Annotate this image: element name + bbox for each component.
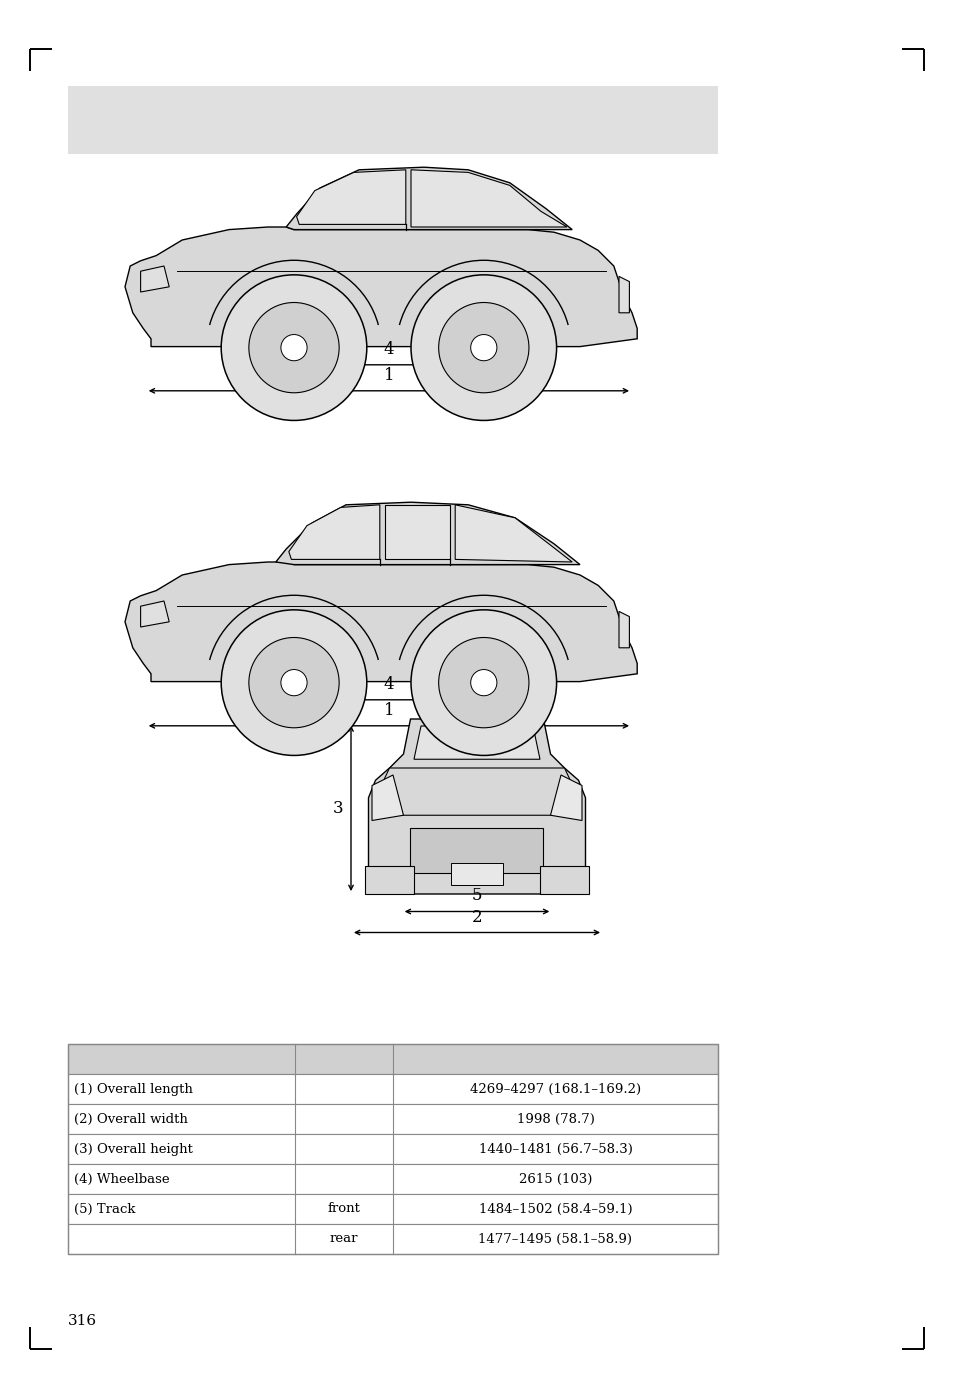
Text: (1) Overall length: (1) Overall length [74,1083,193,1095]
Polygon shape [275,502,579,565]
Polygon shape [286,168,572,229]
Circle shape [249,302,338,393]
Circle shape [280,670,307,695]
Text: 4: 4 [383,341,394,358]
Polygon shape [368,719,585,894]
Polygon shape [550,775,581,820]
Text: 2: 2 [471,908,482,926]
Text: 1440–1481 (56.7–58.3): 1440–1481 (56.7–58.3) [478,1143,632,1156]
Text: (4) Wheelbase: (4) Wheelbase [74,1172,170,1185]
Bar [68,1044,718,1074]
Polygon shape [372,775,403,820]
Bar [68,1104,718,1135]
Polygon shape [140,602,169,627]
Bar [68,1164,718,1193]
Circle shape [470,670,497,695]
Bar [68,1135,718,1164]
Bar [68,1044,718,1254]
Bar [68,85,718,154]
Text: 4269–4297 (168.1–169.2): 4269–4297 (168.1–169.2) [470,1083,640,1095]
Text: 3: 3 [332,800,343,817]
Text: 1484–1502 (58.4–59.1): 1484–1502 (58.4–59.1) [478,1203,632,1216]
Polygon shape [455,505,572,562]
Bar [68,1224,718,1254]
Polygon shape [618,277,629,313]
Text: (5) Track: (5) Track [74,1203,135,1216]
Circle shape [438,302,528,393]
Circle shape [438,638,528,727]
Text: 1998 (78.7): 1998 (78.7) [516,1112,594,1126]
Polygon shape [375,768,578,816]
Circle shape [221,610,366,755]
Bar [68,1074,718,1104]
Text: 316: 316 [68,1314,97,1328]
Polygon shape [289,505,379,560]
Bar [365,866,414,894]
Circle shape [280,334,307,361]
Polygon shape [385,505,450,560]
Polygon shape [140,266,169,292]
Polygon shape [411,169,566,227]
Polygon shape [125,562,637,681]
Polygon shape [450,863,503,886]
Circle shape [221,274,366,421]
Text: 2615 (103): 2615 (103) [518,1172,592,1185]
Text: (3) Overall height: (3) Overall height [74,1143,193,1156]
Text: 1: 1 [383,702,394,719]
Text: rear: rear [330,1233,358,1245]
Text: front: front [328,1203,360,1216]
Polygon shape [414,726,539,760]
Circle shape [411,274,556,421]
Bar [539,866,588,894]
Text: 5: 5 [471,887,482,905]
Text: 1: 1 [383,367,394,383]
Polygon shape [125,227,637,347]
Text: 1477–1495 (58.1–58.9): 1477–1495 (58.1–58.9) [478,1233,632,1245]
Circle shape [411,610,556,755]
Circle shape [249,638,338,727]
Circle shape [470,334,497,361]
Text: 4: 4 [383,676,394,693]
Polygon shape [410,827,543,873]
Polygon shape [618,611,629,648]
Polygon shape [296,169,405,224]
Bar [68,1193,718,1224]
Text: (2) Overall width: (2) Overall width [74,1112,188,1126]
